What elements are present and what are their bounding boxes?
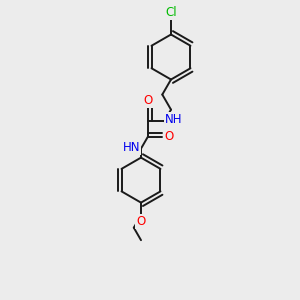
Text: NH: NH (165, 113, 183, 126)
Text: Cl: Cl (165, 6, 177, 20)
Text: O: O (143, 94, 152, 107)
Text: HN: HN (123, 141, 140, 154)
Text: O: O (136, 215, 146, 228)
Text: O: O (164, 130, 173, 143)
